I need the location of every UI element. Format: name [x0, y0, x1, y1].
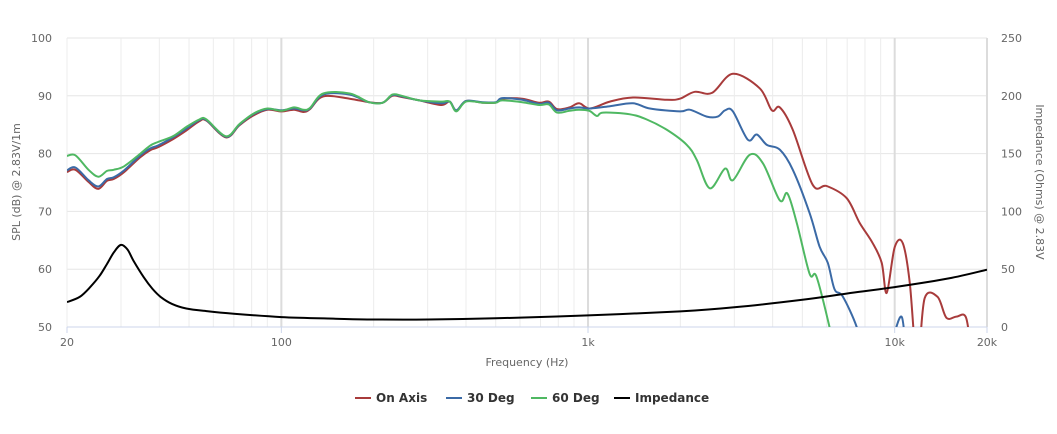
y2-tick-label: 50 [1001, 263, 1015, 276]
y2-tick-label: 200 [1001, 90, 1022, 103]
legend-item-30-deg[interactable]: 30 Deg [446, 391, 515, 405]
series-line-impedance [67, 243, 987, 321]
y-tick-label: 80 [38, 148, 52, 161]
x-tick-label: 100 [271, 336, 292, 349]
legend-label: Impedance [635, 391, 709, 405]
x-tick-label: 20 [60, 336, 74, 349]
x-tick-label: 10k [884, 336, 905, 349]
grid [66, 37, 988, 328]
legend-label: On Axis [376, 391, 427, 405]
y-tick-label: 100 [31, 32, 52, 45]
series-lines [67, 72, 987, 327]
x-tick-label: 20k [977, 336, 998, 349]
y-tick-label: 60 [38, 263, 52, 276]
legend-label: 30 Deg [467, 391, 515, 405]
y2-tick-label: 150 [1001, 148, 1022, 161]
legend: On Axis 30 Deg 60 Deg Impedance [355, 391, 709, 405]
y2-tick-label: 250 [1001, 32, 1022, 45]
x-axis-label: Frequency (Hz) [486, 356, 569, 369]
y2-axis-label: Impedance (Ohms) @ 2.83V [1033, 104, 1046, 260]
x-tick-label: 1k [581, 336, 595, 349]
legend-label: 60 Deg [552, 391, 600, 405]
y-tick-label: 70 [38, 205, 52, 218]
x-axis-ticks: 20 100 1k 10k 20k [60, 327, 998, 349]
legend-item-on-axis[interactable]: On Axis [355, 391, 427, 405]
y-tick-label: 50 [38, 321, 52, 334]
y2-axis-ticks: 0 50 100 150 200 250 [1001, 32, 1022, 334]
y-axis-ticks: 50 60 70 80 90 100 [31, 32, 52, 334]
y2-tick-label: 0 [1001, 321, 1008, 334]
legend-item-impedance[interactable]: Impedance [614, 391, 709, 405]
legend-item-60-deg[interactable]: 60 Deg [531, 391, 600, 405]
y-axis-label: SPL (dB) @ 2.83V/1m [10, 123, 23, 241]
y-tick-label: 90 [38, 90, 52, 103]
y2-tick-label: 100 [1001, 205, 1022, 218]
series-line-60-deg [67, 91, 831, 327]
